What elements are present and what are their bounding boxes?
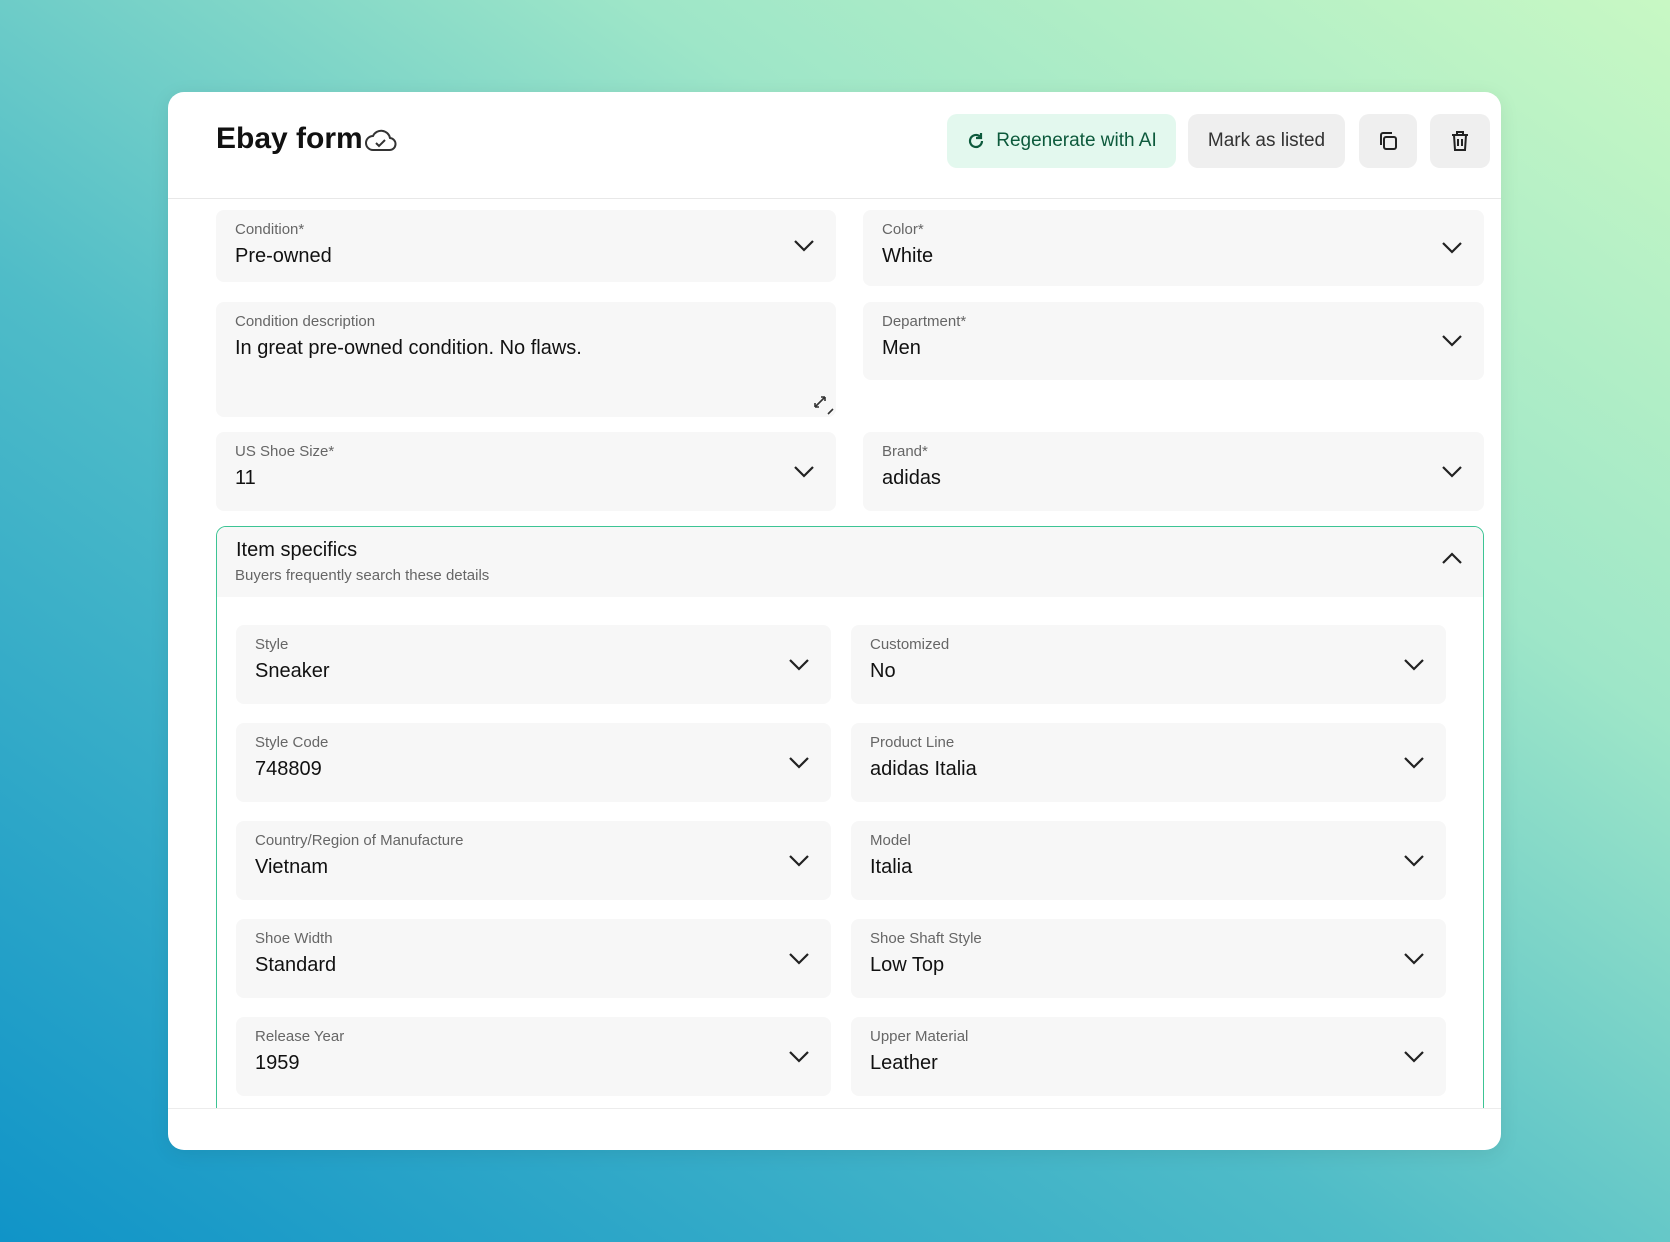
dropdown-field[interactable]: Product Line adidas Italia (851, 723, 1446, 802)
field-label: Release Year (255, 1028, 345, 1045)
collapse-icon (1442, 552, 1462, 564)
field-label: Shoe Width (255, 930, 333, 947)
form-card: Ebay form Regenerate with AI Mark as lis… (168, 92, 1501, 1150)
field-label: Style Code (255, 734, 329, 751)
field-value: adidas (882, 467, 941, 489)
item-specifics: Item specifics Buyers frequently search … (216, 526, 1484, 1108)
chevron-icon (793, 239, 815, 258)
chevron-icon (788, 952, 810, 971)
dropdown-field[interactable]: Condition* Pre-owned (216, 210, 836, 282)
dropdown-field[interactable]: Country/Region of Manufacture Vietnam (236, 821, 831, 900)
dropdown-field[interactable]: Shoe Shaft Style Low Top (851, 919, 1446, 998)
field-value: White (882, 245, 934, 267)
field-value: Vietnam (255, 856, 329, 878)
chevron-icon (1441, 465, 1463, 484)
chevron-icon (793, 465, 815, 484)
field-label: Country/Region of Manufacture (255, 832, 464, 849)
field-value: No (870, 660, 896, 682)
field-label: US Shoe Size* (235, 443, 335, 460)
saved-icon (365, 129, 397, 151)
field-label: Upper Material (870, 1028, 969, 1045)
field-label: Condition description (235, 313, 376, 330)
chevron-icon (1403, 952, 1425, 971)
field-value: Pre-owned (235, 245, 332, 267)
dropdown-field[interactable]: Upper Material Leather (851, 1017, 1446, 1096)
chevron-icon (1403, 854, 1425, 873)
field-label: Customized (870, 636, 950, 653)
chevron-icon (788, 658, 810, 677)
field-value: Low Top (870, 954, 945, 976)
dropdown-field[interactable]: Style Sneaker (236, 625, 831, 704)
header: Ebay form Regenerate with AI Mark as lis… (168, 92, 1501, 199)
field-label: Department* (882, 313, 967, 330)
field-label: Product Line (870, 734, 955, 751)
dropdown-field[interactable]: Style Code 748809 (236, 723, 831, 802)
chevron-icon (1403, 756, 1425, 775)
section-title: Item specifics (236, 539, 358, 561)
button-label: Regenerate with AI (996, 130, 1157, 151)
regenerate-button[interactable]: Regenerate with AI (947, 114, 1176, 168)
chevron-icon (788, 854, 810, 873)
field-value: In great pre-owned condition. No flaws. (235, 337, 582, 359)
item-specifics-header[interactable]: Item specifics Buyers frequently search … (217, 527, 1483, 597)
dropdown-field[interactable]: Department* Men (863, 302, 1484, 380)
field-value: Standard (255, 954, 337, 976)
button-label: Mark as listed (1207, 130, 1326, 151)
copy-icon (1380, 132, 1397, 150)
dropdown-field[interactable]: Brand* adidas (863, 432, 1484, 511)
field-label: Condition* (235, 221, 305, 238)
chevron-icon (1403, 1050, 1425, 1069)
chevron-icon (1403, 658, 1425, 677)
text-area[interactable]: Condition description In great pre-owned … (216, 302, 836, 417)
field-value: Sneaker (255, 660, 330, 682)
field-value: 1959 (255, 1052, 300, 1074)
refresh-icon (969, 133, 984, 149)
dropdown-field[interactable]: US Shoe Size* 11 (216, 432, 836, 511)
chevron-icon (788, 756, 810, 775)
field-value: Leather (870, 1052, 938, 1074)
trash-icon (1452, 131, 1468, 151)
dropdown-field[interactable]: Model Italia (851, 821, 1446, 900)
field-value: 748809 (255, 758, 322, 780)
field-label: Brand* (882, 443, 928, 460)
delete-button[interactable] (1430, 114, 1490, 168)
chevron-icon (1441, 241, 1463, 260)
dropdown-field[interactable]: Color* White (863, 210, 1484, 286)
chevron-icon (788, 1050, 810, 1069)
field-label: Shoe Shaft Style (870, 930, 982, 947)
chevron-icon (1441, 334, 1463, 353)
field-label: Color* (882, 221, 924, 238)
copy-button[interactable] (1359, 114, 1417, 168)
footer-divider (168, 1108, 1501, 1109)
dropdown-field[interactable]: Shoe Width Standard (236, 919, 831, 998)
form-body: Item specifics Buyers frequently search … (168, 199, 1501, 1108)
dropdown-field[interactable]: Customized No (851, 625, 1446, 704)
field-value: Italia (870, 856, 913, 878)
title: Ebay form (216, 122, 363, 155)
field-value: 11 (235, 467, 256, 489)
field-value: Men (882, 337, 921, 359)
field-label: Style (255, 636, 289, 653)
field-value: adidas Italia (870, 758, 977, 780)
dropdown-field[interactable]: Release Year 1959 (236, 1017, 831, 1096)
resize-handle[interactable] (812, 393, 834, 420)
field-label: Model (870, 832, 911, 849)
section-subtitle: Buyers frequently search these details (235, 567, 490, 584)
mark-listed-button[interactable]: Mark as listed (1188, 114, 1345, 168)
